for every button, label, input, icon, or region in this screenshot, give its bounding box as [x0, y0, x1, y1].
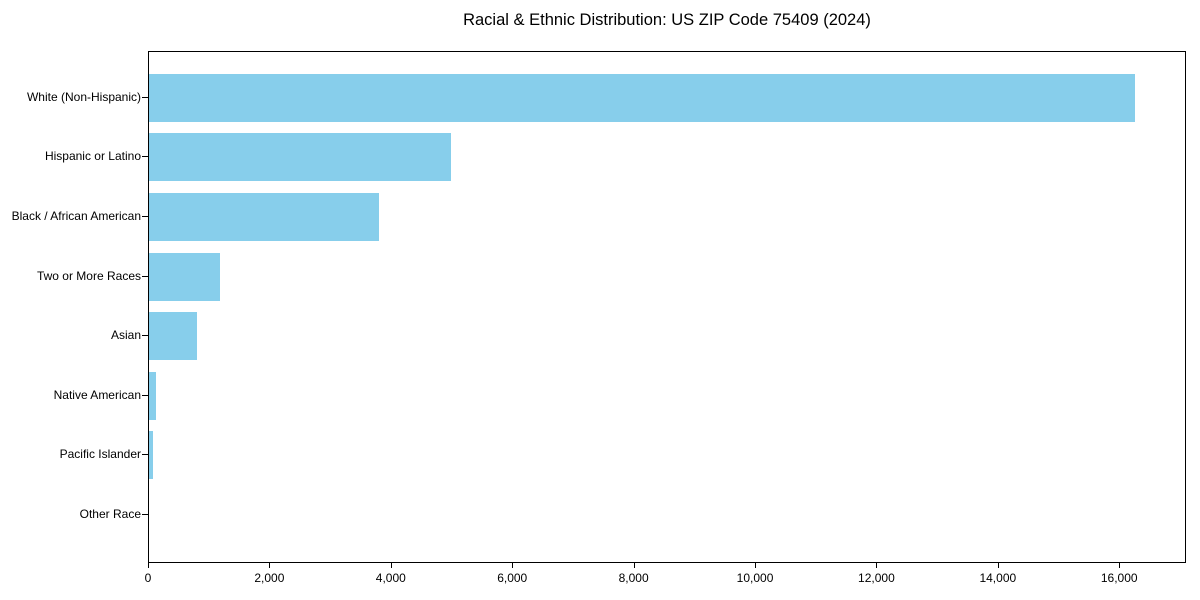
y-axis-ticks [142, 51, 148, 563]
bar [149, 73, 1135, 122]
bar [149, 431, 154, 480]
y-tick-mark [142, 156, 148, 158]
bar-row [149, 247, 1185, 307]
x-tick-label: 4,000 [375, 571, 406, 585]
bar [149, 133, 452, 182]
x-axis-ticks: 0 2,000 4,000 6,000 8,000 10,000 12,000 14,000 1… [144, 562, 1186, 600]
y-tick-mark [142, 216, 148, 217]
bar [149, 192, 379, 241]
x-tick-mark [755, 562, 757, 568]
bar [149, 371, 156, 420]
y-tick-mark [142, 275, 148, 277]
x-tick-label: 2,000 [254, 571, 285, 585]
y-tick-mark [142, 394, 148, 396]
y-axis-labels: White (Non-Hispanic) Hispanic or Latino Bl… [0, 51, 141, 563]
bar-row [149, 68, 1185, 128]
x-tick-label: 14,000 [979, 571, 1017, 585]
x-tick-mark [148, 562, 149, 568]
x-tick-label: 6,000 [497, 571, 528, 585]
category-label: Two or More Races [36, 268, 141, 283]
x-tick-label: 10,000 [736, 571, 774, 585]
bar-row [149, 366, 1185, 426]
x-tick-label: 8,000 [618, 571, 649, 585]
x-tick-mark [876, 562, 878, 568]
category-label: Pacific Islander [59, 447, 141, 462]
bar [149, 312, 197, 361]
category-label: Other Race [79, 506, 141, 521]
bar-row [149, 485, 1185, 545]
x-tick-label: 16,000 [1100, 571, 1138, 585]
x-tick-label: 0 [144, 571, 152, 585]
y-tick-mark [142, 335, 148, 337]
x-tick-mark [1119, 562, 1121, 568]
category-label: Asian [110, 328, 141, 343]
chart-title: Racial & Ethnic Distribution: US ZIP Cod… [463, 11, 871, 29]
category-label: Black / African American [11, 208, 141, 223]
y-tick-mark [142, 454, 148, 456]
y-tick-mark [142, 514, 148, 515]
x-tick-mark [997, 562, 999, 568]
bar [149, 252, 220, 301]
bar-row [149, 187, 1185, 247]
x-tick-mark [633, 562, 635, 568]
x-tick-mark [512, 562, 514, 568]
x-tick-mark [269, 562, 271, 568]
bar-row [149, 128, 1185, 188]
category-label: Native American [53, 387, 141, 402]
x-tick-label: 12,000 [858, 571, 895, 585]
bar-row [149, 306, 1185, 366]
category-label: White (Non-Hispanic) [26, 89, 141, 104]
x-tick-mark [390, 562, 392, 568]
y-tick-mark [142, 96, 148, 98]
bars-container [149, 68, 1185, 545]
plot-area [148, 51, 1186, 563]
bar-row [149, 426, 1185, 486]
category-label: Hispanic or Latino [44, 149, 141, 164]
